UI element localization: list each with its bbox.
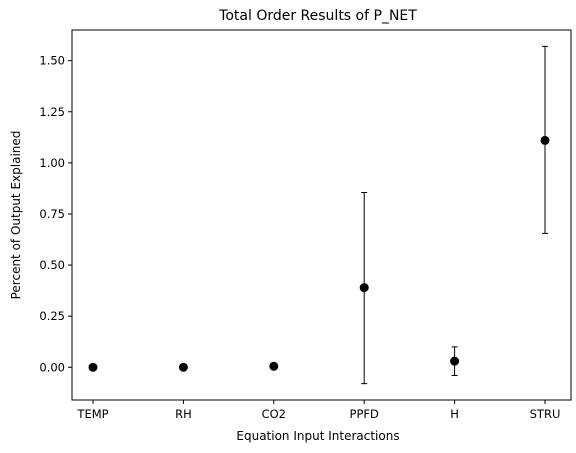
data-point <box>359 283 369 293</box>
data-point <box>450 356 460 366</box>
y-axis-label: Percent of Output Explained <box>9 131 23 300</box>
y-tick-label: 1.25 <box>39 105 65 119</box>
y-tick-label: 0.50 <box>39 258 65 272</box>
x-axis-label: Equation Input Interactions <box>236 429 399 443</box>
y-tick-label: 1.50 <box>39 54 65 68</box>
x-tick-label: PPFD <box>350 407 379 421</box>
data-point <box>540 135 550 145</box>
data-point <box>178 362 188 372</box>
data-point <box>269 361 279 371</box>
y-tick-label: 0.00 <box>39 360 65 374</box>
x-tick-label: STRU <box>530 407 561 421</box>
x-tick-label: TEMP <box>76 407 108 421</box>
y-tick-label: 0.25 <box>39 309 65 323</box>
x-tick-label: H <box>450 407 459 421</box>
y-tick-label: 0.75 <box>39 207 65 221</box>
x-tick-label: RH <box>175 407 192 421</box>
y-tick-label: 1.00 <box>39 156 65 170</box>
plot-frame <box>71 29 572 401</box>
chart-title: Total Order Results of P_NET <box>218 8 417 24</box>
x-axis: TEMP RH CO2 PPFD H STRU <box>76 400 560 421</box>
x-tick-label: CO2 <box>262 407 286 421</box>
y-axis: 0.00 0.25 0.50 0.75 1.00 1.25 1.50 <box>39 54 72 374</box>
chart-marks <box>88 45 550 385</box>
data-point <box>88 362 98 372</box>
